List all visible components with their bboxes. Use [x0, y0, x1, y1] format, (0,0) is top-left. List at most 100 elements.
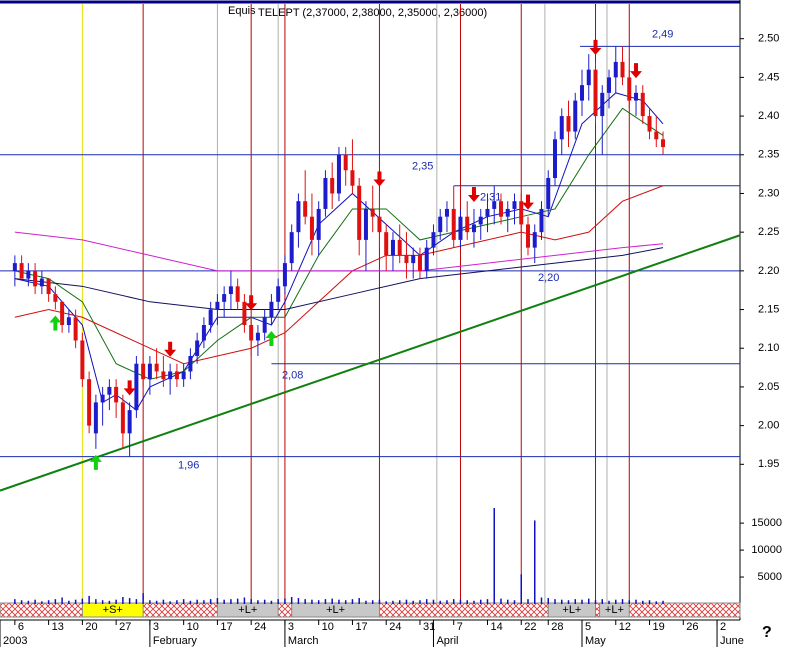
- sell-arrow: [521, 194, 534, 210]
- level-label: 2,08: [282, 370, 303, 382]
- sell-arrow: [164, 341, 177, 357]
- strip-label: +L+: [605, 604, 624, 616]
- candle-body: [417, 255, 422, 271]
- x-tick-label: 26: [686, 621, 698, 633]
- candle-body: [573, 100, 578, 132]
- candle-body: [553, 139, 557, 178]
- level-label: 2,49: [652, 28, 673, 40]
- x-tick-label: 13: [52, 621, 64, 633]
- candle-body: [242, 301, 247, 326]
- candle-body: [377, 216, 382, 233]
- x-tick-label: 31: [423, 621, 435, 633]
- x-tick-label: 20: [85, 621, 97, 633]
- candle-body: [607, 77, 612, 93]
- candle-body: [249, 325, 254, 341]
- strip-segment: [291, 602, 380, 618]
- candle-body: [485, 208, 490, 217]
- candle-body: [289, 232, 294, 264]
- y-tick-label: 1.95: [758, 458, 779, 470]
- volume-tick-label: 5000: [758, 571, 782, 583]
- sell-arrow: [123, 380, 136, 396]
- month-label: June: [720, 635, 744, 647]
- candle-body: [134, 363, 139, 411]
- volume-tick-label: 10000: [751, 544, 782, 556]
- month-label: March: [288, 635, 319, 647]
- x-tick-label: 3: [288, 621, 294, 633]
- y-tick-label: 2.50: [758, 33, 779, 45]
- candle-body: [566, 116, 571, 132]
- help-icon[interactable]: ?: [762, 624, 772, 641]
- candle-body: [357, 185, 362, 240]
- candle-body: [87, 379, 92, 426]
- candle-body: [593, 69, 598, 117]
- sell-arrow: [373, 171, 386, 187]
- buy-arrow: [49, 315, 62, 331]
- candle-body: [100, 394, 105, 403]
- candle-body: [12, 263, 17, 271]
- candle-body: [613, 61, 618, 78]
- moving-average: [14, 247, 664, 311]
- buy-arrow: [89, 454, 102, 470]
- candle-body: [228, 286, 233, 295]
- candle-body: [384, 232, 389, 256]
- candle-body: [195, 340, 200, 356]
- moving-average: [14, 92, 664, 411]
- strip-segment: [599, 602, 630, 618]
- candle-body: [505, 208, 510, 217]
- level-label: 2,31: [480, 192, 501, 204]
- candle-body: [276, 286, 281, 302]
- chart-title: TELEPT (2,37000, 2,38000, 2,35000, 2,360…: [258, 7, 487, 19]
- candle-body: [255, 332, 260, 341]
- candle-body: [107, 386, 112, 395]
- candle-body: [580, 85, 585, 101]
- candle-body: [525, 224, 530, 248]
- candle-body: [93, 402, 98, 434]
- sell-arrow: [589, 39, 602, 55]
- level-label: 2,35: [412, 161, 433, 173]
- x-tick-label: 24: [389, 621, 401, 633]
- strip-segment: [81, 602, 144, 618]
- candle-body: [303, 201, 308, 217]
- candle-body: [316, 208, 321, 240]
- candle-body: [627, 77, 632, 101]
- candle-body: [559, 116, 564, 140]
- candle-body: [208, 309, 213, 326]
- level-label: 1,96: [178, 459, 199, 471]
- x-tick-label: 19: [653, 621, 665, 633]
- candle-body: [350, 170, 355, 186]
- candle-body: [269, 301, 274, 318]
- candle-body: [424, 247, 429, 271]
- candle-body: [168, 371, 173, 380]
- candle-body: [519, 201, 524, 225]
- candle-body: [363, 208, 368, 240]
- candle-body: [19, 263, 24, 279]
- y-tick-label: 2.20: [758, 265, 779, 277]
- strip-label: +L+: [326, 604, 345, 616]
- candle-body: [296, 201, 301, 233]
- candle-body: [390, 239, 395, 256]
- candle-body: [73, 317, 78, 341]
- strip-label: +L+: [238, 604, 257, 616]
- strip-label: +S+: [103, 604, 123, 616]
- candle-body: [512, 201, 517, 209]
- x-tick-label: 14: [490, 621, 502, 633]
- y-tick-label: 2.10: [758, 342, 779, 354]
- candle-body: [309, 216, 314, 240]
- month-label: February: [153, 635, 198, 647]
- candle-body: [404, 255, 409, 264]
- candle-body: [397, 239, 402, 256]
- candle-body: [39, 278, 44, 287]
- candle-body: [654, 131, 659, 140]
- candle-body: [154, 363, 159, 372]
- candle-body: [215, 301, 220, 310]
- x-tick-label: 2: [720, 621, 726, 633]
- x-tick-label: 24: [254, 621, 266, 633]
- candle-body: [634, 92, 639, 101]
- x-tick-label: 10: [187, 621, 199, 633]
- y-tick-label: 2.25: [758, 226, 779, 238]
- candle-body: [323, 177, 328, 209]
- sell-arrow: [245, 295, 258, 311]
